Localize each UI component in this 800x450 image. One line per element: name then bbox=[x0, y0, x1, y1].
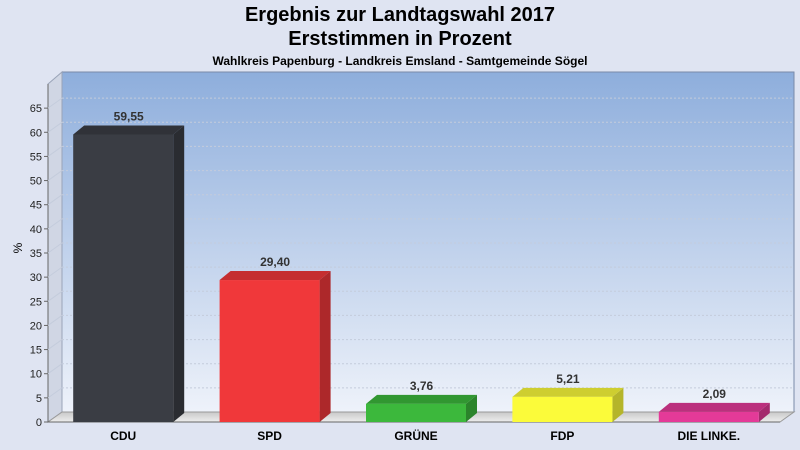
y-tick-label: 60 bbox=[30, 127, 42, 139]
gridline-side bbox=[47, 315, 63, 326]
y-tick-label: 0 bbox=[36, 417, 42, 429]
plot-side-wall bbox=[47, 70, 63, 423]
bar-top bbox=[512, 387, 624, 397]
gridline-side bbox=[47, 242, 63, 254]
bar-cdu bbox=[73, 125, 185, 423]
bar-top bbox=[219, 271, 331, 281]
gridline-side bbox=[47, 290, 63, 302]
data-label: 29,40 bbox=[260, 255, 290, 269]
bar-front bbox=[658, 411, 759, 422]
x-tick-label: FDP bbox=[550, 429, 574, 443]
gridline-side bbox=[47, 194, 63, 206]
gridline-side bbox=[47, 146, 63, 157]
y-tick-label: 50 bbox=[30, 176, 42, 188]
bar-front bbox=[512, 396, 613, 422]
gridline-side bbox=[47, 121, 63, 133]
district-label: Wahlkreis Papenburg - Landkreis Emsland … bbox=[212, 54, 588, 68]
y-tick-label: 45 bbox=[30, 200, 42, 212]
y-tick-label: 30 bbox=[30, 272, 42, 284]
bar-die-linke bbox=[658, 402, 770, 422]
bar-top bbox=[73, 125, 185, 135]
data-label: 59,55 bbox=[114, 109, 144, 123]
bar-front bbox=[366, 403, 466, 422]
y-tick-label: 25 bbox=[30, 296, 42, 308]
bar-side bbox=[319, 271, 331, 422]
y-tick-label: 15 bbox=[30, 345, 42, 357]
bar-fdp bbox=[512, 387, 624, 422]
y-tick-label: 40 bbox=[30, 224, 42, 236]
bar-spd bbox=[219, 271, 331, 422]
bar-top bbox=[366, 394, 477, 404]
bar-grüne bbox=[366, 394, 477, 422]
gridline-side bbox=[47, 387, 63, 399]
x-tick-label: SPD bbox=[257, 429, 282, 443]
data-label: 3,76 bbox=[410, 379, 434, 393]
y-axis-label: % bbox=[11, 242, 25, 253]
x-tick-label: CDU bbox=[110, 429, 136, 443]
bar-side bbox=[173, 125, 185, 423]
y-tick-label: 65 bbox=[30, 103, 42, 115]
x-tick-label: GRÜNE bbox=[394, 428, 437, 443]
y-tick-label: 10 bbox=[30, 369, 42, 381]
y-tick-label: 55 bbox=[30, 151, 42, 163]
gridline-side bbox=[47, 363, 63, 375]
y-tick-label: 35 bbox=[30, 248, 42, 260]
y-tick-label: 20 bbox=[30, 320, 42, 332]
data-label: 2,09 bbox=[703, 387, 727, 401]
data-label: 5,21 bbox=[556, 372, 580, 386]
bar-side bbox=[612, 387, 624, 422]
chart-title: Ergebnis zur Landtagswahl 2017 bbox=[244, 4, 556, 26]
gridline-side bbox=[47, 170, 63, 181]
bar-front bbox=[73, 134, 174, 423]
bar-front bbox=[219, 280, 320, 422]
y-tick-label: 5 bbox=[36, 393, 42, 405]
gridline-side bbox=[47, 97, 63, 109]
gridline-side bbox=[47, 218, 63, 230]
x-tick-label: DIE LINKE. bbox=[677, 429, 740, 443]
gridline-side bbox=[47, 339, 63, 350]
bar-side bbox=[758, 402, 770, 422]
chart-subtitle: Erststimmen in Prozent bbox=[288, 28, 512, 50]
bar-top bbox=[658, 402, 770, 412]
bar-side bbox=[466, 394, 477, 422]
gridline-side bbox=[47, 266, 63, 278]
